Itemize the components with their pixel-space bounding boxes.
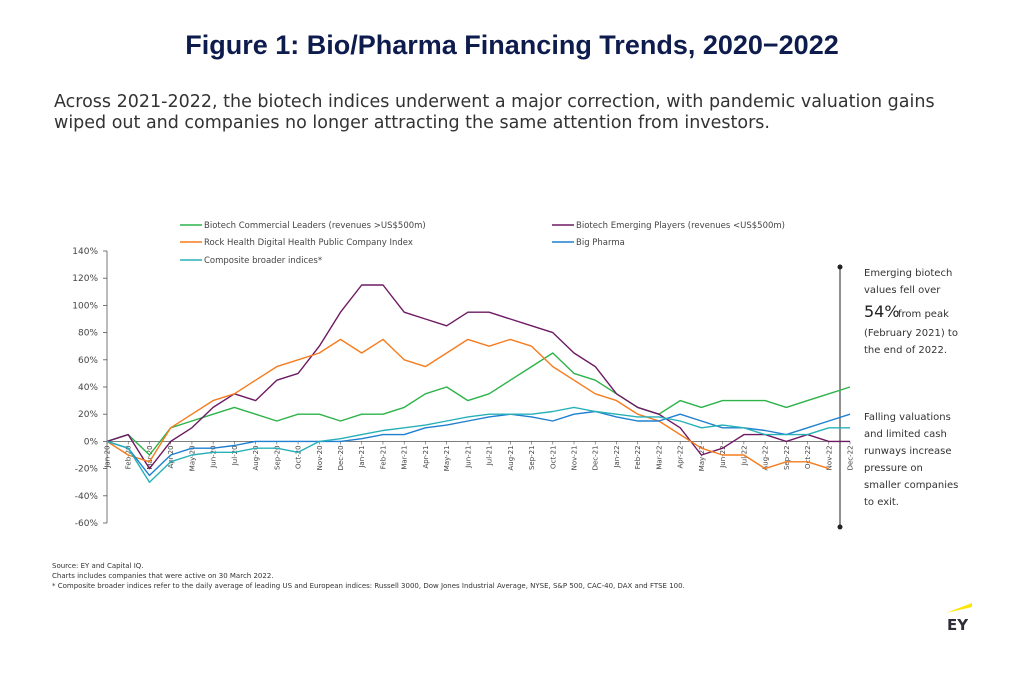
x-tick-label: Mar-21	[401, 445, 409, 469]
x-tick-label: Mar-20	[146, 445, 154, 469]
x-tick-label: Feb-22	[634, 445, 642, 469]
series-line	[106, 410, 851, 477]
x-tick-label: Dec-20	[337, 445, 345, 470]
y-tick-label: 120%	[72, 274, 98, 284]
y-tick-label: 60%	[78, 356, 98, 366]
series-line	[106, 284, 850, 470]
logo-mark	[946, 603, 972, 613]
annotation: from peak	[898, 309, 949, 320]
annotation: runways increase	[864, 446, 952, 457]
logo: EY	[947, 616, 969, 634]
y-tick-label: -20%	[75, 465, 99, 475]
annotation: pressure on	[864, 463, 923, 474]
subtitle: Across 2021-2022, the biotech indices un…	[54, 92, 935, 133]
annotation: Falling valuations	[864, 412, 951, 423]
y-tick-label: 100%	[72, 301, 98, 311]
legend-label: Biotech Emerging Players (revenues <US$5…	[576, 221, 785, 231]
annotation: (February 2021) to	[864, 328, 958, 339]
x-tick-label: Jan-20	[104, 445, 112, 468]
x-tick-label: Oct-21	[549, 445, 557, 469]
note: * Composite broader indices refer to the…	[52, 582, 685, 590]
x-tick-label: Feb-21	[379, 445, 387, 469]
x-tick-label: Nov-21	[571, 445, 579, 470]
annotation: Emerging biotech	[864, 268, 952, 279]
x-tick-label: Nov-22	[825, 445, 833, 470]
annotation: the end of 2022.	[864, 345, 947, 356]
annotation: to exit.	[864, 497, 899, 508]
x-tick-label: Jul-20	[231, 445, 239, 466]
x-tick-label: Oct-22	[804, 445, 812, 469]
x-tick-label: Dec-21	[592, 445, 600, 470]
note: Charts includes companies that were acti…	[52, 572, 274, 580]
x-tick-label: Jul-21	[486, 445, 494, 466]
y-tick-label: 140%	[72, 247, 98, 257]
x-tick-label: May-22	[698, 445, 706, 471]
x-tick-label: Jan-21	[358, 445, 366, 468]
x-tick-label: Mar-22	[655, 445, 663, 469]
annotation-highlight: 54%	[864, 302, 900, 321]
x-tick-label: Aug-21	[507, 445, 515, 470]
legend-label: Composite broader indices*	[204, 256, 322, 266]
x-tick-label: Jun-22	[719, 445, 727, 468]
x-tick-label: Apr-20	[167, 445, 175, 468]
legend-label: Rock Health Digital Health Public Compan…	[204, 238, 413, 248]
x-tick-label: Jun-20	[210, 445, 218, 468]
y-tick-label: -60%	[75, 519, 99, 529]
x-tick-label: Jun-21	[464, 445, 472, 468]
y-tick-label: -40%	[75, 492, 99, 502]
x-tick-label: Apr-22	[677, 445, 685, 468]
x-tick-label: Jan-22	[613, 445, 621, 468]
bracket-dot	[837, 524, 843, 530]
bracket-dot	[837, 264, 843, 270]
x-tick-label: Oct-20	[295, 445, 303, 469]
x-tick-label: Nov-20	[316, 445, 324, 470]
annotation: and limited cash	[864, 429, 947, 440]
x-tick-label: Dec-22	[847, 445, 855, 470]
x-tick-label: Sep-21	[528, 445, 536, 470]
annotation: smaller companies	[864, 480, 958, 491]
x-tick-label: May-20	[188, 445, 196, 471]
y-tick-label: 0%	[84, 437, 99, 447]
series-line	[106, 352, 851, 456]
x-tick-label: May-21	[443, 445, 451, 471]
y-tick-label: 20%	[78, 410, 98, 420]
x-tick-label: Aug-22	[762, 445, 770, 470]
x-tick-label: Sep-20	[273, 445, 281, 470]
series-line	[106, 338, 830, 470]
y-tick-label: 80%	[78, 329, 98, 339]
y-tick-label: 40%	[78, 383, 98, 393]
annotation: values fell over	[864, 285, 941, 296]
x-tick-label: Feb-20	[125, 445, 133, 469]
series-line	[106, 406, 850, 483]
x-tick-label: Sep-22	[783, 445, 791, 470]
legend-label: Big Pharma	[576, 238, 625, 248]
x-tick-label: Apr-21	[422, 445, 430, 468]
x-tick-label: Aug-20	[252, 445, 260, 470]
note: Source: EY and Capital IQ.	[52, 562, 144, 570]
title: Figure 1: Bio/Pharma Financing Trends, 2…	[185, 30, 839, 60]
legend-label: Biotech Commercial Leaders (revenues >US…	[204, 221, 426, 231]
